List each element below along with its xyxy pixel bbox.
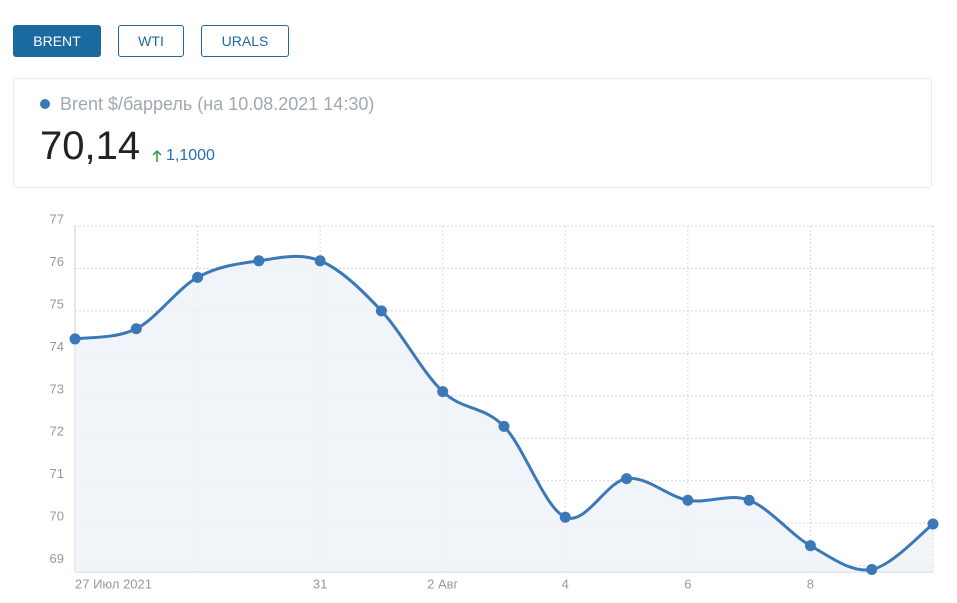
x-tick-label: 4 <box>562 576 569 591</box>
point <box>682 494 694 506</box>
y-tick-label: 75 <box>50 296 64 311</box>
y-tick-label: 76 <box>50 254 64 269</box>
quote-title: Brent $/баррель (на 10.08.2021 14:30) <box>60 94 375 114</box>
x-tick-label: 27 Июл 2021 <box>75 576 152 591</box>
tab[interactable]: BRENT <box>13 25 101 57</box>
price: 70,14 <box>40 124 141 168</box>
y-tick-label: 72 <box>50 424 64 439</box>
up-arrow <box>152 149 162 162</box>
x-tick-label: 6 <box>684 576 691 591</box>
y-tick-label: 77 <box>50 211 64 226</box>
point <box>192 271 204 283</box>
y-tick-label: 69 <box>50 551 64 566</box>
point <box>804 540 816 552</box>
point <box>743 494 755 506</box>
point <box>927 518 939 530</box>
y-tick-label: 70 <box>50 509 64 524</box>
point <box>498 420 510 432</box>
area <box>75 256 933 572</box>
x-tick-label: 31 <box>313 576 327 591</box>
series-dot <box>40 99 50 109</box>
point <box>621 473 633 485</box>
y-tick-label: 74 <box>50 339 64 354</box>
y-tick-label: 71 <box>50 466 64 481</box>
x-tick-label: 2 Авг <box>427 576 458 591</box>
y-tick-label: 73 <box>50 381 64 396</box>
point <box>866 563 878 575</box>
point <box>314 255 326 267</box>
point <box>130 323 142 335</box>
point <box>375 305 387 317</box>
quote-card: Brent $/баррель (на 10.08.2021 14:30) 70… <box>13 78 932 188</box>
point <box>69 333 81 345</box>
price-change: 1,1000 <box>166 147 215 164</box>
x-tick-label: 8 <box>807 576 814 591</box>
tab[interactable]: URALS <box>201 25 289 57</box>
tab[interactable]: WTI <box>118 25 184 57</box>
point <box>559 511 571 523</box>
point <box>253 255 265 267</box>
point <box>437 386 449 398</box>
